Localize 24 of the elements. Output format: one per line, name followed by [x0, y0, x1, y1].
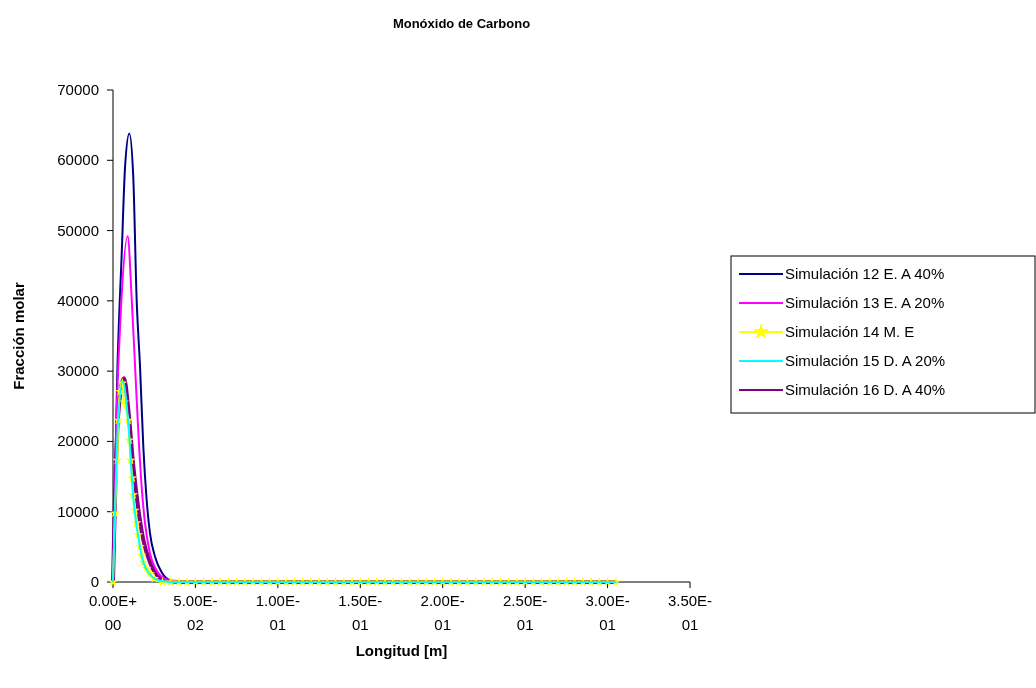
x-tick-label: 3.00E-01	[585, 592, 630, 633]
y-tick-label: 70000	[57, 81, 99, 98]
legend-label: Simulación 16 D. A 40%	[785, 381, 946, 398]
legend-label: Simulación 13 E. A 20%	[785, 294, 945, 311]
x-tick-label: 5.00E-02	[173, 592, 218, 633]
y-tick-label: 40000	[57, 291, 99, 309]
x-tick-label: 1.50E-01	[338, 592, 383, 633]
legend-label: Simulación 14 M. E	[785, 323, 915, 340]
y-tick-label: 30000	[57, 362, 99, 380]
y-tick-label: 0	[90, 573, 99, 590]
legend-label: Simulación 15 D. A 20%	[785, 352, 946, 369]
y-tick-label: 60000	[57, 151, 99, 169]
x-tick-label: 1.00E-01	[255, 592, 300, 633]
x-tick-label: 2.50E-01	[503, 592, 548, 633]
y-tick-label: 50000	[57, 221, 99, 239]
y-tick-label: 20000	[57, 432, 99, 450]
x-tick-label: 0.00E+00	[89, 592, 138, 633]
chart-title: Monóxido de Carbono	[392, 16, 531, 31]
x-tick-label: 2.00E-01	[420, 592, 465, 633]
x-tick-label: 3.50E-01	[667, 592, 713, 633]
x-axis-title: Longitud [m]	[355, 642, 448, 659]
y-tick-label: 10000	[57, 502, 99, 520]
y-axis-title: Fracción molar	[10, 282, 27, 390]
legend-label: Simulación 12 E. A 40%	[785, 265, 945, 282]
